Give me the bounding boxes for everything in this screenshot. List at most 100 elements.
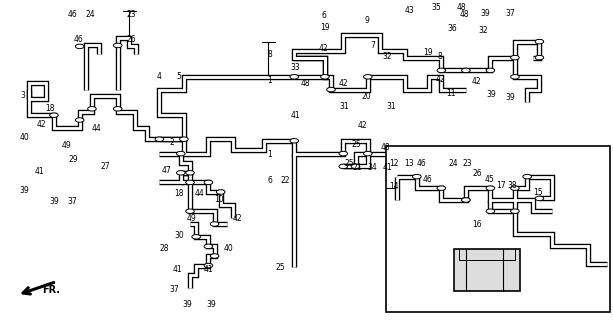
Text: 13: 13 [405,159,414,168]
Circle shape [290,139,299,143]
Text: 8: 8 [267,50,272,59]
Circle shape [511,75,519,79]
Circle shape [290,75,299,79]
Text: 1: 1 [267,150,272,159]
Text: 31: 31 [386,102,396,111]
Text: 24: 24 [86,10,96,19]
Circle shape [321,75,329,79]
Text: 5: 5 [177,72,181,81]
Circle shape [186,209,194,213]
Text: 3: 3 [21,92,26,100]
Text: 36: 36 [447,24,457,33]
Circle shape [462,68,470,73]
Circle shape [462,198,470,202]
Text: 40: 40 [20,133,29,142]
Bar [386,146,610,312]
Text: 4: 4 [157,72,162,81]
Text: 42: 42 [338,79,348,88]
Text: 42: 42 [37,120,47,129]
Circle shape [113,43,122,48]
Text: 44: 44 [92,124,102,133]
Text: 38: 38 [507,181,517,190]
Text: 6: 6 [321,12,326,20]
Circle shape [75,44,84,49]
Bar [454,249,520,291]
Text: 21: 21 [352,163,362,172]
Circle shape [437,68,446,73]
Text: 19: 19 [320,23,330,32]
Circle shape [486,186,495,190]
Text: 47: 47 [162,166,172,175]
Text: 29: 29 [69,156,78,164]
Text: 48: 48 [300,79,310,88]
Text: 49: 49 [61,141,71,150]
Circle shape [535,196,544,201]
Circle shape [204,263,213,268]
Circle shape [486,68,495,73]
Text: 41: 41 [173,265,183,274]
Text: 10: 10 [215,195,224,204]
Circle shape [351,164,360,169]
Text: 41: 41 [291,111,300,120]
Text: 15: 15 [533,188,543,197]
Circle shape [327,87,335,92]
Text: 49: 49 [186,214,196,223]
Text: 2: 2 [169,138,174,147]
Text: FR.: FR. [42,285,59,295]
Circle shape [511,186,519,190]
Text: 34: 34 [368,163,378,172]
Text: 41: 41 [204,265,213,274]
Text: 31: 31 [340,102,349,111]
Text: 44: 44 [194,189,204,198]
Text: 39: 39 [481,9,490,18]
Text: 39: 39 [182,300,192,309]
Circle shape [186,171,194,175]
Text: 46: 46 [417,159,427,168]
Text: 9: 9 [364,16,369,25]
Text: 42: 42 [358,121,368,130]
Text: 1: 1 [267,76,272,85]
Text: 39: 39 [505,93,515,102]
Text: 7: 7 [370,41,375,50]
Text: 32: 32 [478,26,488,35]
Circle shape [462,198,470,202]
Text: 23: 23 [127,10,137,19]
Text: 25: 25 [352,140,362,149]
Text: 6: 6 [267,176,272,185]
Text: 25: 25 [345,159,354,168]
Circle shape [535,39,544,44]
Text: 24: 24 [449,159,459,168]
Circle shape [113,107,122,111]
Text: 32: 32 [383,52,392,61]
Text: 22: 22 [280,176,290,185]
Text: 39: 39 [20,186,29,195]
Circle shape [486,209,495,213]
Circle shape [210,222,219,226]
Text: 39: 39 [49,197,59,206]
Text: 18: 18 [45,104,55,113]
Circle shape [339,151,348,156]
Text: 40: 40 [223,244,233,253]
Text: 14: 14 [389,182,399,191]
Text: 23: 23 [462,159,472,168]
Circle shape [339,164,348,169]
Circle shape [437,186,446,190]
Text: 11: 11 [446,89,455,98]
Circle shape [210,254,219,258]
Circle shape [204,180,213,185]
Circle shape [535,55,544,60]
Text: 28: 28 [159,244,169,253]
Text: 46: 46 [423,175,433,184]
Text: 42: 42 [435,75,445,84]
Circle shape [216,190,225,194]
Text: 33: 33 [291,63,300,72]
Text: 25: 25 [276,263,286,272]
Text: 26: 26 [127,36,137,44]
Circle shape [88,107,96,111]
Text: 12: 12 [389,159,399,168]
Circle shape [177,151,185,156]
Text: 37: 37 [505,9,515,18]
Text: 8: 8 [438,52,443,61]
Text: 39: 39 [487,90,497,99]
Circle shape [511,55,519,60]
